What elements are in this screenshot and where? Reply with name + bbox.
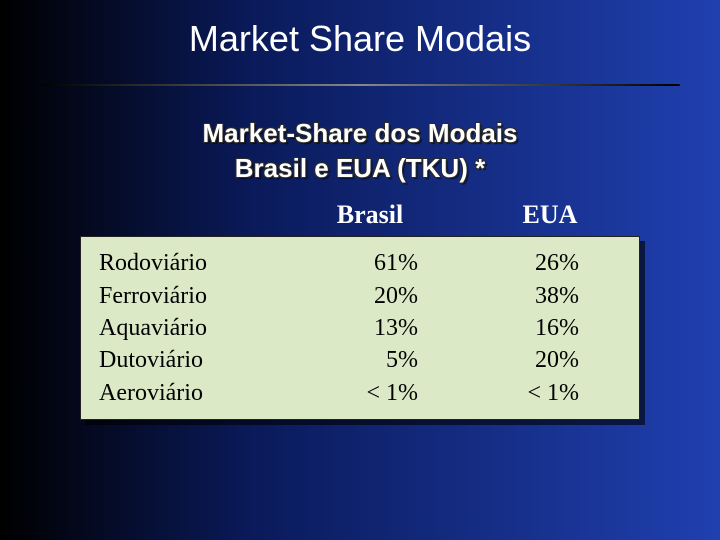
row-label: Aeroviário [99, 377, 299, 409]
table-box: Rodoviário 61% 26% Ferroviário 20% 38% A… [80, 236, 640, 420]
row-value-brasil: 20% [299, 280, 460, 312]
header-col-brasil: Brasil [280, 200, 460, 230]
divider [40, 84, 680, 86]
card-title: Market-Share dos ModaisBrasil e EUA (TKU… [80, 116, 640, 186]
row-value-brasil: 13% [299, 312, 460, 344]
row-value-brasil: < 1% [299, 377, 460, 409]
table-headers: Brasil EUA [80, 200, 640, 230]
header-spacer [80, 200, 280, 230]
slide: Market Share Modais Market-Share dos Mod… [0, 0, 720, 540]
row-value-brasil: 61% [299, 247, 460, 279]
content-card: Market-Share dos ModaisBrasil e EUA (TKU… [80, 116, 640, 420]
row-label: Ferroviário [99, 280, 299, 312]
table-row: Rodoviário 61% 26% [99, 247, 621, 279]
row-label: Rodoviário [99, 247, 299, 279]
table-row: Aeroviário < 1% < 1% [99, 377, 621, 409]
row-label: Aquaviário [99, 312, 299, 344]
row-value-eua: 16% [460, 312, 621, 344]
row-value-eua: 20% [460, 344, 621, 376]
row-value-brasil: 5% [299, 344, 460, 376]
row-value-eua: 38% [460, 280, 621, 312]
table-row: Ferroviário 20% 38% [99, 280, 621, 312]
header-col-eua: EUA [460, 200, 640, 230]
table-row: Dutoviário 5% 20% [99, 344, 621, 376]
row-label: Dutoviário [99, 344, 299, 376]
slide-title: Market Share Modais [0, 18, 720, 60]
row-value-eua: < 1% [460, 377, 621, 409]
card-title-text: Market-Share dos ModaisBrasil e EUA (TKU… [203, 118, 518, 183]
row-value-eua: 26% [460, 247, 621, 279]
table-row: Aquaviário 13% 16% [99, 312, 621, 344]
